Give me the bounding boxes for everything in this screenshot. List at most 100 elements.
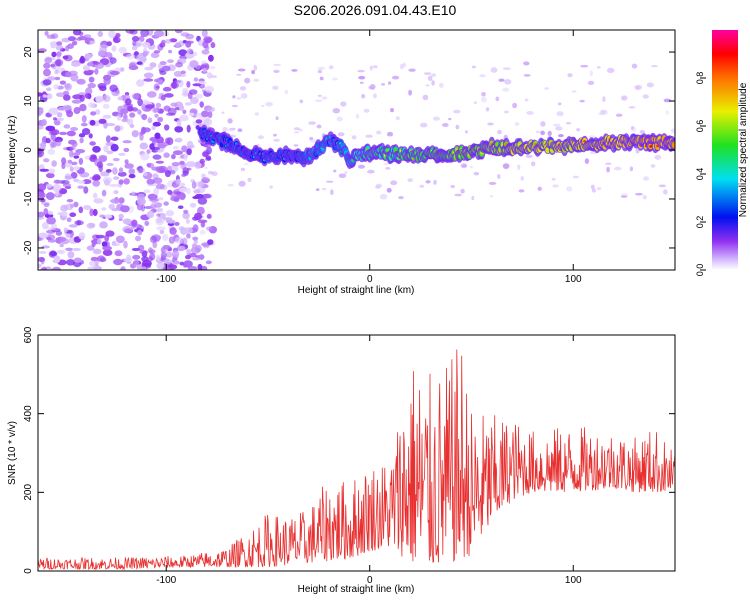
snr-frame [37, 334, 676, 572]
spectrogram-noise-blob [70, 203, 75, 208]
spectrogram-noise-blob [90, 111, 97, 116]
spectrogram-noise-blob [153, 83, 160, 91]
spectrogram-noise-blob [199, 158, 205, 164]
spectrogram-faint-blob [590, 184, 595, 190]
spectrogram-noise-blob [101, 189, 107, 197]
y-tick-label: -20 [23, 240, 34, 255]
spectrogram-faint-blob [460, 163, 468, 169]
spectrogram-noise-blob [52, 117, 58, 121]
spectrogram-noise-blob [78, 232, 86, 240]
spectrogram-noise-blob [114, 125, 121, 132]
spectrogram-noise-blob [106, 123, 116, 127]
spectrogram-noise-blob [38, 147, 43, 155]
spectrogram-faint-blob [433, 116, 440, 121]
spectrogram-noise-blob [54, 76, 61, 81]
spectrogram-noise-blob [205, 37, 212, 44]
spectrogram-noise-blob [122, 218, 132, 225]
spectrogram-noise-blob [131, 219, 138, 227]
spectrogram-noise-blob [79, 57, 86, 64]
spectrogram-noise-blob [43, 68, 51, 77]
spectrogram-noise-blob [49, 251, 57, 257]
spectrogram-noise-blob [207, 106, 216, 112]
spectrogram-faint-blob [395, 116, 400, 121]
spectrogram-noise-blob [139, 142, 148, 150]
spectrogram-noise-blob [120, 108, 129, 115]
spectrogram-faint-blob [338, 173, 347, 179]
spectrogram-track-core [672, 143, 675, 147]
spectrogram-noise-blob [182, 109, 187, 115]
spectrogram-faint-blob [485, 107, 490, 112]
spectrogram-noise-blob [142, 172, 148, 177]
spectrogram-faint-blob [635, 148, 640, 154]
spectrogram-noise-blob [201, 177, 211, 184]
spectrogram-noise-blob [67, 159, 73, 164]
spectrogram-noise-blob [161, 65, 171, 72]
spectrogram-noise-blob [179, 104, 184, 111]
spectrogram-noise-blob [146, 162, 155, 168]
spectrogram-noise-blob [72, 247, 81, 252]
spectrogram-noise-blob [204, 85, 214, 93]
spectrogram-faint-blob [321, 96, 328, 100]
spectrogram-noise-blob [64, 83, 71, 89]
spectrogram-noise-blob [43, 202, 50, 208]
spectrogram-faint-blob [606, 67, 615, 74]
spectrogram-noise-blob [117, 96, 124, 101]
spectrogram-faint-blob [473, 101, 477, 105]
spectrogram-noise-blob [201, 60, 207, 66]
spectrogram-noise-blob [197, 219, 208, 224]
spectrogram-faint-blob [646, 82, 654, 88]
spectrogram-noise-blob [45, 192, 55, 201]
spectrogram-faint-blob [369, 84, 376, 90]
spectrogram-faint-blob [273, 63, 282, 66]
spectrogram-noise-blob [118, 152, 126, 156]
spectrogram-noise-blob [45, 183, 53, 188]
spectrogram-noise-blob [112, 37, 121, 43]
spectrogram-faint-blob [227, 183, 234, 187]
spectrogram-faint-blob [261, 104, 265, 108]
spectrogram-noise-blob [153, 50, 161, 54]
spectrogram-noise-blob [152, 121, 161, 127]
spectrogram-noise-blob [173, 80, 182, 83]
spectrogram-faint-blob [433, 179, 437, 185]
spectrogram-noise-blob [149, 62, 157, 68]
spectrogram-noise-blob [132, 40, 137, 46]
spectrogram-faint-blob [257, 135, 264, 140]
spectrogram-noise-blob [98, 155, 108, 162]
spectrogram-noise-blob [155, 166, 165, 174]
spectrogram-faint-blob [571, 90, 577, 93]
spectrogram-faint-blob [309, 139, 318, 143]
spectrogram-noise-blob [141, 103, 146, 111]
spectrogram-faint-blob [244, 77, 251, 84]
spectrogram-faint-blob [199, 84, 205, 88]
spectrogram-faint-blob [408, 68, 416, 72]
spectrogram-faint-blob [650, 164, 656, 168]
spectrogram-faint-blob [525, 154, 533, 158]
spectrogram-noise-blob [94, 68, 99, 75]
spectrogram-faint-blob [469, 166, 474, 169]
spectrogram-faint-blob [558, 134, 564, 138]
spectrogram-faint-blob [615, 113, 623, 117]
spectrogram-noise-blob [46, 236, 52, 241]
spectrogram-noise-blob [102, 176, 113, 184]
spectrogram-faint-blob [232, 95, 236, 99]
spectrogram-noise-blob [183, 209, 189, 214]
spectrogram-noise-blob [88, 133, 93, 139]
spectrogram-faint-blob [629, 166, 634, 172]
spectrogram-noise-blob [203, 118, 213, 126]
spectrogram-noise-blob [164, 93, 174, 98]
spectrogram-noise-blob [61, 157, 67, 165]
spectrogram-noise-blob [93, 198, 104, 204]
spectrogram-noise-blob [107, 30, 116, 38]
spectrogram-faint-blob [642, 176, 650, 181]
spectrogram-noise-blob [199, 229, 206, 235]
spectrogram-noise-blob [92, 61, 101, 65]
spectrogram-noise-blob [42, 222, 49, 230]
spectrogram-faint-blob [229, 127, 236, 131]
spectrogram-noise-blob [60, 204, 68, 212]
spectrogram-noise-blob [67, 251, 75, 259]
spectrogram-noise-blob [56, 112, 63, 118]
spectrogram-noise-blob [179, 114, 189, 122]
spectrogram-noise-blob [197, 80, 206, 85]
spectrogram-noise-blob [125, 30, 135, 34]
